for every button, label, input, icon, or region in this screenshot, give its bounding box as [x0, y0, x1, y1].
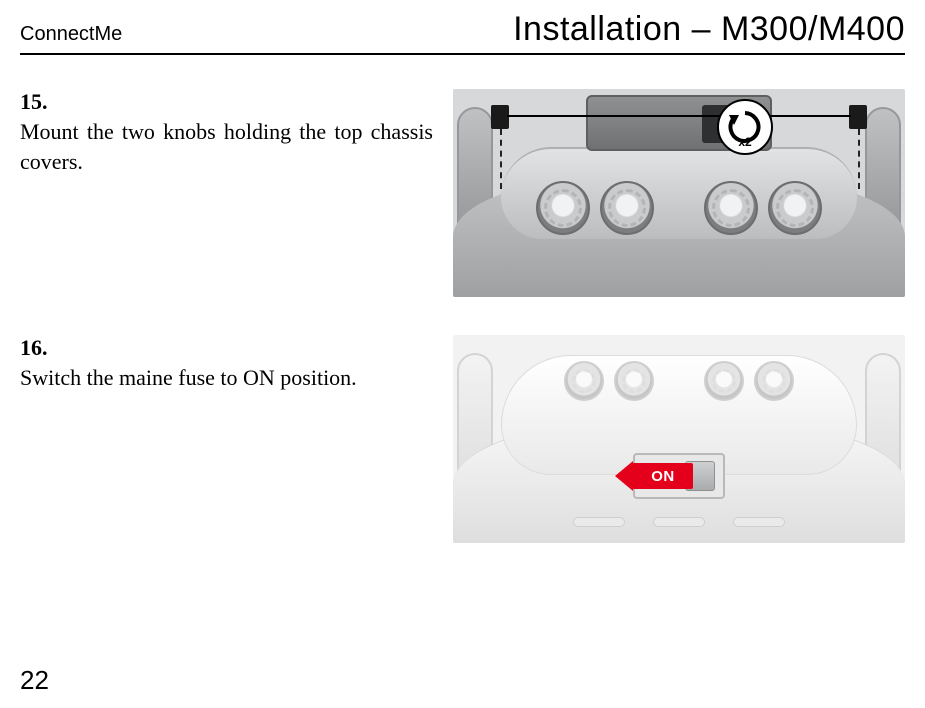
cutter-ring — [600, 181, 654, 235]
cutter-ring-row — [453, 361, 905, 401]
step-16-illustration: ON — [453, 335, 905, 543]
knob-indicator-left — [491, 105, 509, 129]
cutter-ring — [564, 361, 604, 401]
page-number: 22 — [20, 665, 49, 696]
vent-slot — [573, 517, 625, 527]
fuse-on-illustration: ON — [453, 335, 905, 543]
brand-label: ConnectMe — [20, 23, 122, 46]
step-15-illustration: x2 — [453, 89, 905, 297]
step-15-body: Mount the two knobs holding the top chas… — [20, 117, 433, 176]
cutter-ring — [754, 361, 794, 401]
header-divider — [20, 53, 905, 55]
cutter-ring — [614, 361, 654, 401]
page-header: ConnectMe Installation – M300/M400 — [20, 10, 905, 53]
step-15: 15. Mount the two knobs holding the top … — [20, 89, 905, 297]
rotation-callout: x2 — [717, 99, 773, 155]
on-arrow: ON — [615, 461, 693, 491]
rotation-count-label: x2 — [725, 135, 765, 149]
cutter-ring — [704, 181, 758, 235]
cutter-ring-row — [453, 181, 905, 235]
step-15-number: 15. — [20, 89, 433, 115]
cutter-ring — [768, 181, 822, 235]
step-16: 16. Switch the maine fuse to ON position… — [20, 335, 905, 543]
step-16-number: 16. — [20, 335, 433, 361]
chassis-knob-illustration: x2 — [453, 89, 905, 297]
vent-slot — [733, 517, 785, 527]
vent-slot — [653, 517, 705, 527]
cutter-ring — [536, 181, 590, 235]
knob-indicator-right — [849, 105, 867, 129]
knob-guide-line — [507, 115, 851, 117]
step-16-body: Switch the maine fuse to ON position. — [20, 363, 433, 393]
on-arrow-label: ON — [633, 463, 693, 489]
step-15-text: 15. Mount the two knobs holding the top … — [20, 89, 453, 176]
on-arrow-head-icon — [615, 461, 633, 491]
cutter-ring — [704, 361, 744, 401]
step-16-text: 16. Switch the maine fuse to ON position… — [20, 335, 453, 393]
section-title: Installation – M300/M400 — [513, 10, 905, 49]
